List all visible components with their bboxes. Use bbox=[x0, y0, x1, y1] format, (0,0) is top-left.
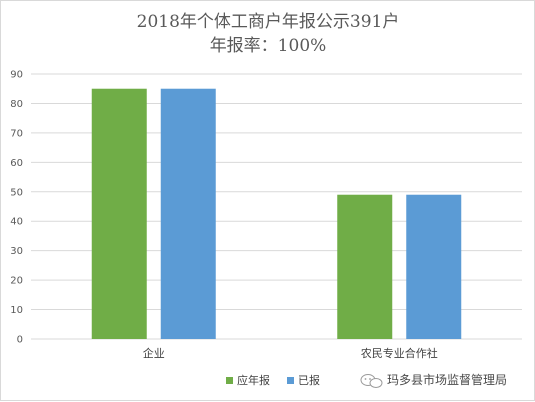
wechat-icon bbox=[360, 374, 383, 388]
bar-1-2 bbox=[160, 88, 216, 339]
legend-label: 应年报 bbox=[237, 373, 270, 387]
y-tick-label: 70 bbox=[10, 128, 23, 139]
y-tick-label: 60 bbox=[10, 158, 23, 169]
bars bbox=[91, 88, 462, 339]
watermark: 玛多县市场监督管理局 bbox=[360, 372, 507, 388]
x-category-label: 企业 bbox=[143, 346, 165, 360]
y-axis-ticks: 0 10 20 30 40 50 60 70 80 90 bbox=[10, 70, 23, 346]
y-tick-label: 0 bbox=[17, 335, 23, 346]
y-tick-label: 20 bbox=[10, 276, 23, 287]
x-category-label: 农民专业合作社 bbox=[361, 346, 438, 360]
y-tick-label: 10 bbox=[10, 305, 23, 316]
chart-subtitle: 年报率：100% bbox=[210, 36, 327, 56]
chart-title: 2018年个体工商户年报公示391户 bbox=[137, 12, 400, 32]
y-tick-label: 80 bbox=[10, 99, 23, 110]
y-tick-label: 30 bbox=[10, 246, 23, 257]
legend-swatch bbox=[226, 377, 233, 384]
legend-label: 已报 bbox=[298, 373, 320, 387]
y-tick-label: 50 bbox=[10, 187, 23, 198]
legend-swatch bbox=[287, 377, 294, 384]
watermark-text: 玛多县市场监督管理局 bbox=[387, 372, 507, 387]
y-tick-label: 40 bbox=[10, 217, 23, 228]
x-axis-labels: 企业 农民专业合作社 bbox=[143, 346, 438, 360]
bar-2-1 bbox=[337, 194, 393, 339]
bar-1-1 bbox=[91, 88, 147, 339]
bar-2-2 bbox=[406, 194, 462, 339]
legend: 应年报 已报 bbox=[226, 373, 320, 387]
y-tick-label: 90 bbox=[10, 70, 23, 81]
